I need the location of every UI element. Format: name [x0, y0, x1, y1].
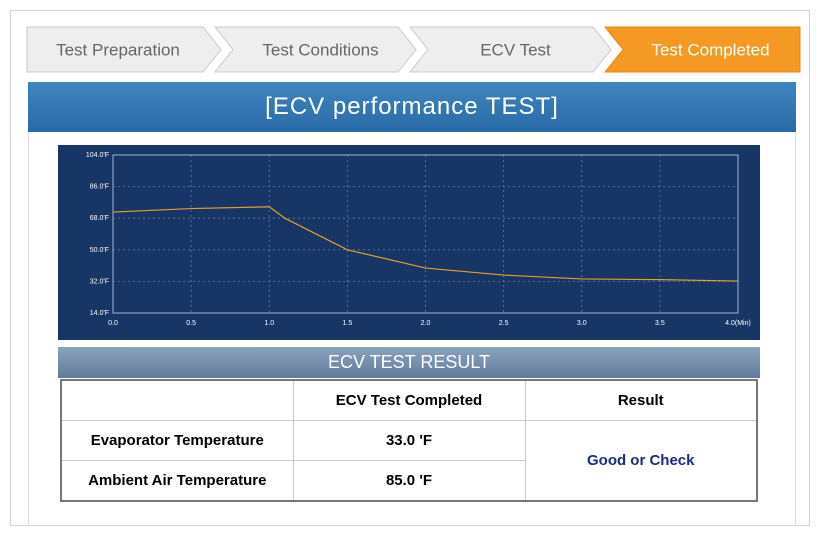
step-tab-label: Test Conditions [262, 41, 378, 60]
window-frame [10, 10, 810, 526]
result-title: ECV TEST RESULT [58, 347, 760, 378]
chart-background [58, 145, 760, 340]
y-tick-label: 14.0'F [90, 310, 109, 317]
y-tick-label: 50.0'F [90, 247, 109, 254]
row-value: 33.0 'F [292, 420, 526, 461]
step-tab-label: Test Completed [651, 41, 769, 60]
verdict: Good or Check [524, 420, 758, 502]
column-header: Result [524, 379, 758, 421]
empty-header [60, 379, 294, 421]
plot-border [112, 154, 739, 314]
step-tabs: Test Preparation Test Conditions ECV Test T… [26, 26, 801, 73]
step-tab-label: ECV Test [480, 41, 551, 60]
chart: 14.0'F 32.0'F 50.0'F 68.0'F 86.0'F 104.0'F 0.0… [58, 145, 760, 340]
step-tab[interactable] [408, 26, 612, 73]
page-title: [ECV performance TEST] [28, 82, 796, 132]
x-tick-label: 3.5 [655, 320, 665, 327]
column-header: ECV Test Completed [292, 379, 526, 421]
x-tick-label: 3.0 [577, 320, 587, 327]
row-value: 85.0 'F [292, 460, 526, 502]
x-tick-label: 0.5 [186, 320, 196, 327]
y-tick-label: 32.0'F [90, 278, 109, 285]
step-tab-label: Test Preparation [56, 41, 180, 60]
step-tab[interactable] [603, 26, 801, 73]
row-label: Ambient Air Temperature [60, 460, 294, 502]
y-tick-label: 68.0'F [90, 215, 109, 222]
row-label: Evaporator Temperature [60, 420, 294, 461]
x-tick-label: 0.0 [108, 320, 118, 327]
y-tick-label: 86.0'F [90, 184, 109, 191]
x-tick-label: 1.5 [343, 320, 353, 327]
x-tick-label: 2.5 [499, 320, 509, 327]
temperature-line [112, 206, 739, 282]
x-tick-label: 4.0(Min) [725, 320, 751, 327]
y-tick-label: 104.0'F [86, 152, 109, 159]
step-tab[interactable] [213, 26, 417, 73]
step-tab[interactable] [26, 26, 222, 73]
result-table: ECV Test Completed Result Evaporator Tem… [60, 379, 758, 502]
x-tick-label: 1.0 [264, 320, 274, 327]
x-tick-label: 2.0 [421, 320, 431, 327]
